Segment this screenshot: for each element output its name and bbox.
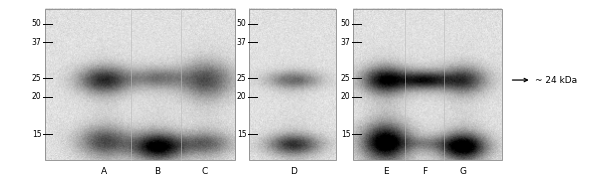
Text: F: F [422,167,427,174]
Text: 20: 20 [237,92,247,101]
Text: 25: 25 [32,74,42,83]
Text: G: G [460,167,467,174]
Text: C: C [202,167,208,174]
Text: 15: 15 [341,130,350,139]
Text: 15: 15 [237,130,247,139]
Text: 25: 25 [237,74,247,83]
Text: 50: 50 [237,19,247,28]
Text: 20: 20 [32,92,42,101]
Text: ~ 24 kDa: ~ 24 kDa [535,76,577,85]
Bar [353,9,502,160]
Text: 20: 20 [341,92,350,101]
Bar [249,9,336,160]
Text: 50: 50 [341,19,350,28]
Text: D: D [290,167,298,174]
Text: 15: 15 [32,130,42,139]
Text: 25: 25 [341,74,350,83]
Bar [45,9,235,160]
Text: A: A [101,167,107,174]
Text: 37: 37 [341,38,350,46]
Text: 37: 37 [32,38,42,46]
Text: 37: 37 [237,38,247,46]
Text: B: B [154,167,160,174]
Text: 50: 50 [32,19,42,28]
Text: E: E [383,167,389,174]
